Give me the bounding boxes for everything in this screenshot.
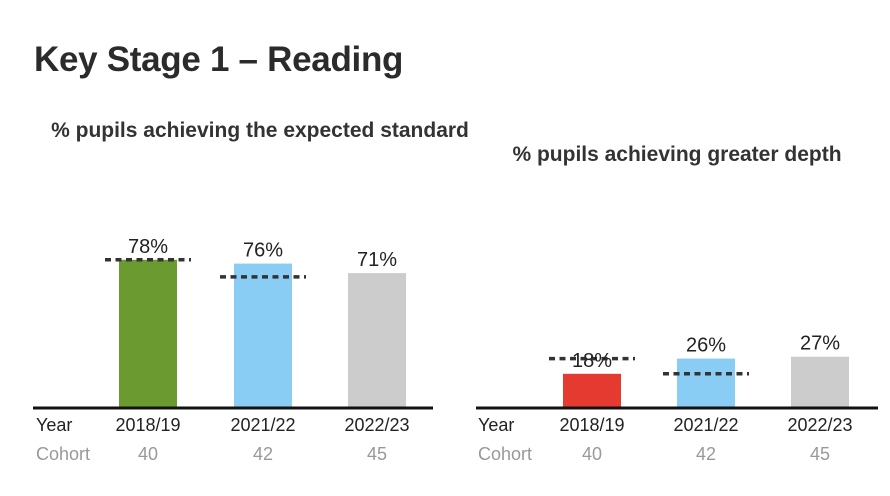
chart1-cohort-value-1: 40 [138,444,158,464]
chart1-bar-3 [348,273,406,408]
chart1-row-label-cohort: Cohort [36,444,90,464]
chart1-value-label-3: 71% [357,249,397,271]
chart1-bar-1 [119,259,177,408]
chart1-category-label-3: 2022/23 [344,415,409,435]
chart2-category-label-1: 2018/19 [559,415,624,435]
chart2-cohort-value-1: 40 [582,444,602,464]
chart1-value-label-1: 78% [128,236,168,258]
chart2-value-label-3: 27% [800,333,840,355]
chart-title-expected-standard: % pupils achieving the expected standard [51,119,469,142]
chart1-value-label-2: 76% [243,240,283,262]
chart1-category-label-2: 2021/22 [230,415,295,435]
chart1-cohort-value-3: 45 [367,444,387,464]
chart2-bar-2 [677,358,735,408]
chart2-row-label-cohort: Cohort [478,444,532,464]
chart-title-greater-depth: % pupils achieving greater depth [512,143,842,166]
chart2-bar-3 [791,356,849,408]
chart1-value-label-bg-1 [119,233,177,258]
page-title: Key Stage 1 – Reading [34,40,404,79]
chart2-cohort-value-2: 42 [696,444,716,464]
chart2-row-label-year: Year [478,415,514,435]
chart1-cohort-value-2: 42 [253,444,273,464]
chart1-category-label-1: 2018/19 [115,415,180,435]
chart2-bar-1 [563,373,621,408]
chart2-category-label-3: 2022/23 [787,415,852,435]
chart2-cohort-value-3: 45 [810,444,830,464]
chart2-category-label-2: 2021/22 [673,415,738,435]
chart2-value-label-2: 26% [686,335,726,357]
chart2-value-label-1: 18% [572,350,612,372]
chart1-bar-2 [234,263,292,408]
chart1-row-label-year: Year [36,415,72,435]
